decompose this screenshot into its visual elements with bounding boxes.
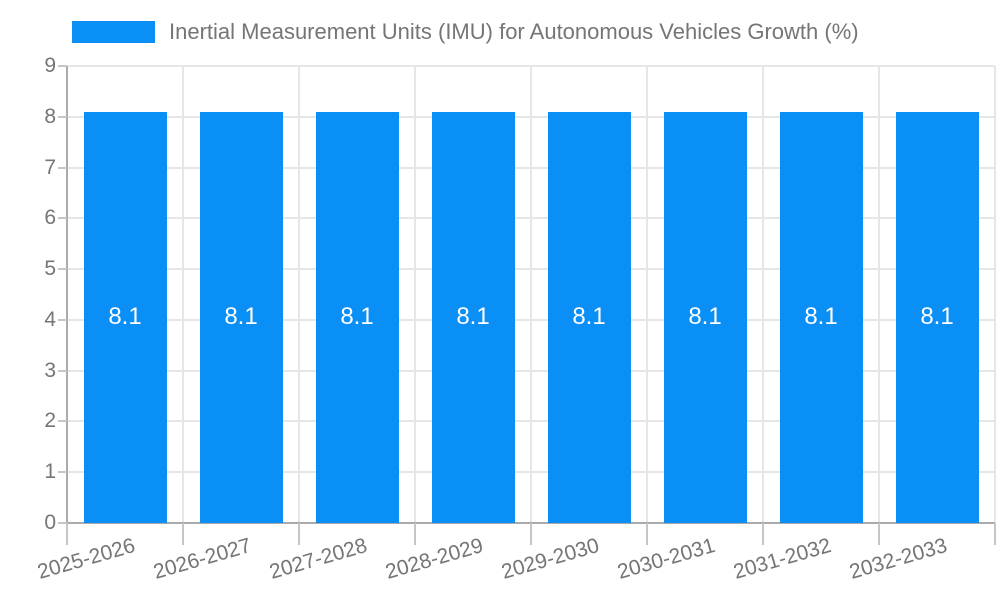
x-axis-tick-label: 2027-2028 [266, 534, 370, 584]
y-axis-tick-label: 7 [44, 155, 56, 179]
x-axis-tick [66, 523, 68, 545]
y-axis-line [66, 66, 68, 545]
bar-value-label: 8.1 [688, 303, 722, 331]
x-axis-tick-label: 2029-2030 [498, 534, 602, 584]
bar-value-label: 8.1 [224, 303, 258, 331]
bar[interactable] [779, 111, 863, 523]
x-axis-tick-label: 2032-2033 [846, 534, 950, 584]
y-axis-tick [58, 522, 67, 524]
y-axis-tick-label: 3 [44, 358, 56, 382]
bar[interactable] [199, 111, 283, 523]
x-axis-tick [530, 523, 532, 545]
gridline-vertical [646, 66, 648, 523]
x-axis-tick-label: 2030-2031 [614, 534, 718, 584]
y-axis-tick-label: 9 [44, 54, 56, 77]
y-axis-tick-label: 6 [44, 206, 56, 230]
x-axis-tick-label: 2028-2029 [382, 534, 486, 584]
bar-value-label: 8.1 [804, 303, 838, 331]
x-axis-tick-label: 2026-2027 [150, 534, 254, 584]
bar[interactable] [83, 111, 167, 523]
y-axis-tick [58, 115, 67, 118]
gridline-vertical [762, 66, 764, 523]
bar-value-label: 8.1 [572, 303, 606, 331]
bar-value-label: 8.1 [108, 303, 142, 331]
bar-value-label: 8.1 [920, 303, 954, 331]
y-axis-tick [58, 268, 67, 271]
bar[interactable] [663, 111, 747, 523]
y-axis-tick [58, 420, 67, 423]
y-axis-tick [58, 318, 67, 321]
gridline-vertical [878, 66, 880, 523]
y-axis-tick-label: 0 [44, 511, 56, 534]
y-axis-tick-label: 8 [44, 104, 56, 128]
y-axis-tick [58, 369, 67, 372]
chart-legend-item[interactable]: Inertial Measurement Units (IMU) for Aut… [72, 19, 859, 45]
y-axis-tick-label: 5 [44, 257, 56, 281]
bar[interactable] [315, 111, 399, 523]
y-axis-tick [58, 65, 67, 67]
bar-value-label: 8.1 [456, 303, 490, 331]
x-axis-tick [414, 523, 416, 545]
x-axis-tick [646, 523, 648, 545]
gridline-vertical [530, 66, 532, 523]
x-axis-tick [762, 523, 764, 545]
gridline-vertical [298, 66, 300, 523]
y-axis-tick [58, 166, 67, 169]
bar[interactable] [895, 111, 979, 523]
x-axis-tick-label: 2031-2032 [730, 534, 834, 584]
bar[interactable] [431, 111, 515, 523]
legend-swatch [72, 21, 155, 43]
y-axis-tick-label: 4 [44, 307, 56, 331]
y-axis-tick-label: 2 [44, 409, 56, 433]
gridline-vertical [414, 66, 416, 523]
gridline-vertical [182, 66, 184, 523]
x-axis-tick [298, 523, 300, 545]
legend-label: Inertial Measurement Units (IMU) for Aut… [169, 19, 859, 44]
x-axis-tick-label: 2025-2026 [34, 534, 138, 584]
x-axis-tick [878, 523, 880, 545]
x-axis-tick [182, 523, 184, 545]
y-axis-tick-label: 1 [44, 460, 56, 484]
x-axis-tick [994, 523, 996, 545]
y-axis-tick [58, 471, 67, 474]
gridline-vertical [994, 66, 996, 523]
bar-value-label: 8.1 [340, 303, 374, 331]
y-axis-tick [58, 217, 67, 220]
bar[interactable] [547, 111, 631, 523]
